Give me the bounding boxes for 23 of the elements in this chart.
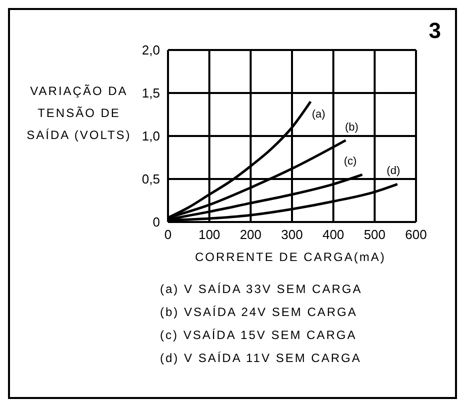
text: (b) VSAÍDA 24V SEM CARGA	[160, 304, 358, 321]
x-tick-label: 0	[164, 227, 172, 242]
x-tick-label: 400	[322, 227, 344, 242]
x-tick-label: 100	[198, 227, 220, 242]
y-tick-label: 0	[152, 214, 160, 230]
text: 3	[428, 18, 441, 44]
series-label: (b)	[345, 121, 358, 134]
text: (d) V SAÍDA 11V SEM CARGA	[160, 350, 362, 367]
x-tick-label: 500	[364, 227, 386, 242]
y-tick-label: 1,5	[142, 86, 160, 101]
x-tick-label: 600	[405, 227, 427, 242]
x-tick-label: 300	[281, 227, 303, 242]
series-label: (a)	[312, 108, 326, 121]
x-tick-label: 200	[240, 227, 262, 242]
y-tick-label: 1,0	[142, 128, 160, 144]
series-label: (d)	[386, 165, 400, 178]
y-tick-label: 0,5	[142, 172, 160, 187]
text: (c) VSAÍDA 15V SEM CARGA	[160, 327, 358, 344]
x-axis-title: CORRENTE DE CARGA(mA)	[195, 250, 386, 264]
y-axis-title: VARIAÇÃO DA TENSÃO DE SAÍDA (VOLTS)	[26, 83, 132, 144]
y-tick-label: 2,0	[142, 42, 160, 58]
text: (a) V SAÍDA 33V SEM CARGA	[160, 281, 362, 298]
series-label: (c)	[344, 156, 357, 168]
